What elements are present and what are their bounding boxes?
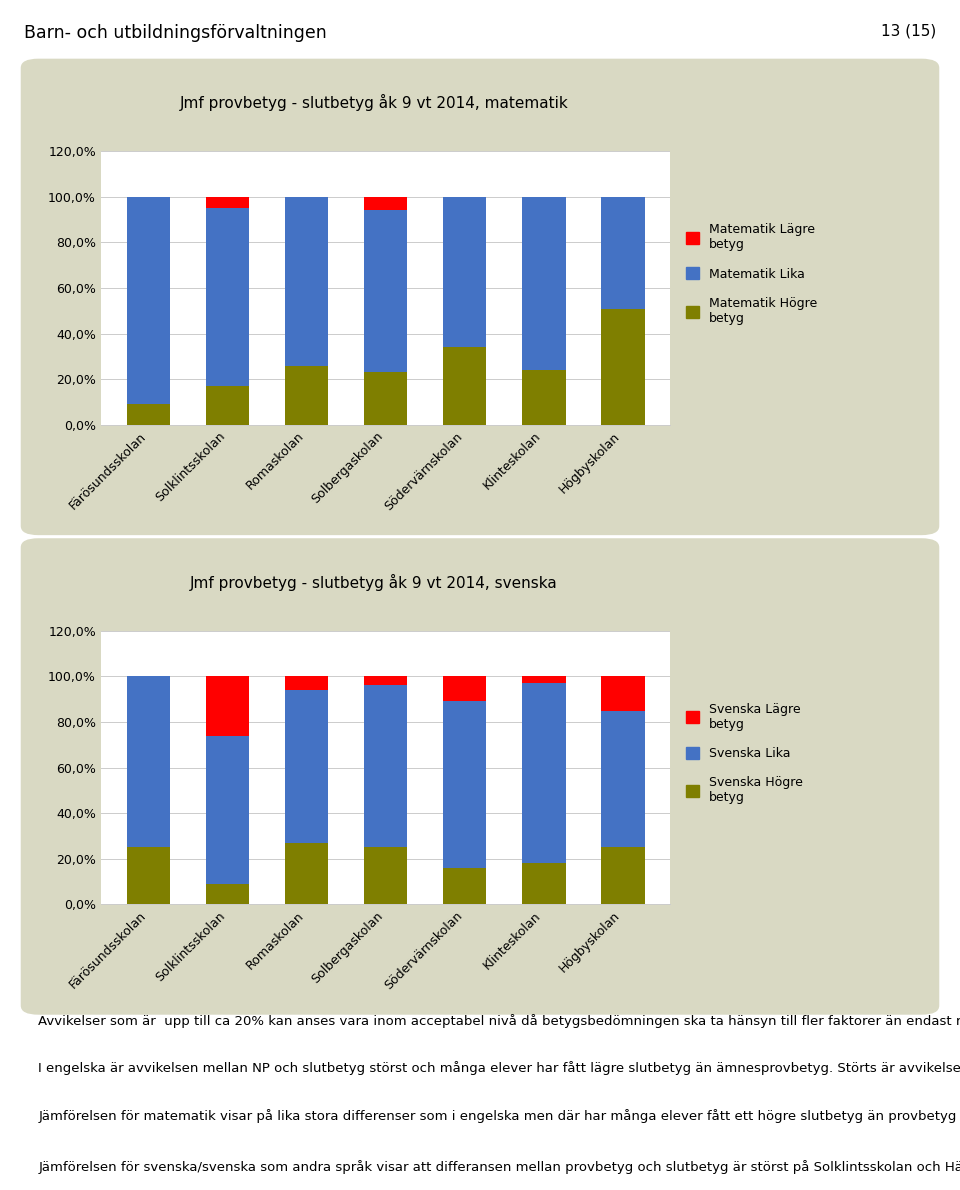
Bar: [522, 370, 565, 425]
Bar: [364, 211, 407, 372]
Bar: [285, 676, 328, 690]
Text: Avvikelser som är  upp till ca 20% kan anses vara inom acceptabel nivå då betygs: Avvikelser som är upp till ca 20% kan an…: [38, 1014, 960, 1028]
Bar: [285, 843, 328, 904]
Bar: [522, 196, 565, 370]
Text: Jämförelsen för svenska/svenska som andra språk visar att differansen mellan pro: Jämförelsen för svenska/svenska som andr…: [38, 1160, 960, 1175]
FancyBboxPatch shape: [21, 58, 939, 536]
Text: 13 (15): 13 (15): [880, 24, 936, 39]
Bar: [205, 208, 250, 386]
Text: Barn- och utbildningsförvaltningen: Barn- och utbildningsförvaltningen: [24, 24, 326, 42]
Bar: [601, 308, 644, 425]
Text: Jämförelsen för matematik visar på lika stora differenser som i engelska men där: Jämförelsen för matematik visar på lika …: [38, 1109, 960, 1123]
Bar: [364, 685, 407, 847]
Bar: [205, 884, 250, 904]
Bar: [285, 690, 328, 843]
Bar: [601, 196, 644, 308]
Bar: [127, 405, 170, 425]
Bar: [601, 847, 644, 904]
Bar: [127, 676, 170, 847]
Bar: [522, 683, 565, 864]
FancyBboxPatch shape: [21, 538, 939, 1015]
Text: I engelska är avvikelsen mellan NP och slutbetyg störst och många elever har fåt: I engelska är avvikelsen mellan NP och s…: [38, 1061, 960, 1076]
Bar: [443, 347, 487, 425]
Bar: [601, 710, 644, 847]
Bar: [285, 365, 328, 425]
Bar: [205, 676, 250, 735]
Bar: [522, 676, 565, 683]
Bar: [443, 701, 487, 868]
Bar: [522, 864, 565, 904]
Bar: [205, 735, 250, 884]
Bar: [285, 196, 328, 365]
Bar: [443, 676, 487, 701]
Bar: [127, 847, 170, 904]
Bar: [601, 676, 644, 710]
Bar: [364, 847, 407, 904]
Bar: [127, 196, 170, 405]
Bar: [205, 196, 250, 208]
Text: Jmf provbetyg - slutbetyg åk 9 vt 2014, svenska: Jmf provbetyg - slutbetyg åk 9 vt 2014, …: [190, 574, 558, 590]
Bar: [205, 386, 250, 425]
Bar: [364, 196, 407, 211]
Bar: [443, 196, 487, 347]
Legend: Matematik Lägre
betyg, Matematik Lika, Matematik Högre
betyg: Matematik Lägre betyg, Matematik Lika, M…: [686, 223, 817, 325]
Bar: [443, 868, 487, 904]
Bar: [364, 372, 407, 425]
Legend: Svenska Lägre
betyg, Svenska Lika, Svenska Högre
betyg: Svenska Lägre betyg, Svenska Lika, Svens…: [686, 702, 803, 804]
Text: Jmf provbetyg - slutbetyg åk 9 vt 2014, matematik: Jmf provbetyg - slutbetyg åk 9 vt 2014, …: [180, 94, 568, 111]
Bar: [364, 676, 407, 685]
